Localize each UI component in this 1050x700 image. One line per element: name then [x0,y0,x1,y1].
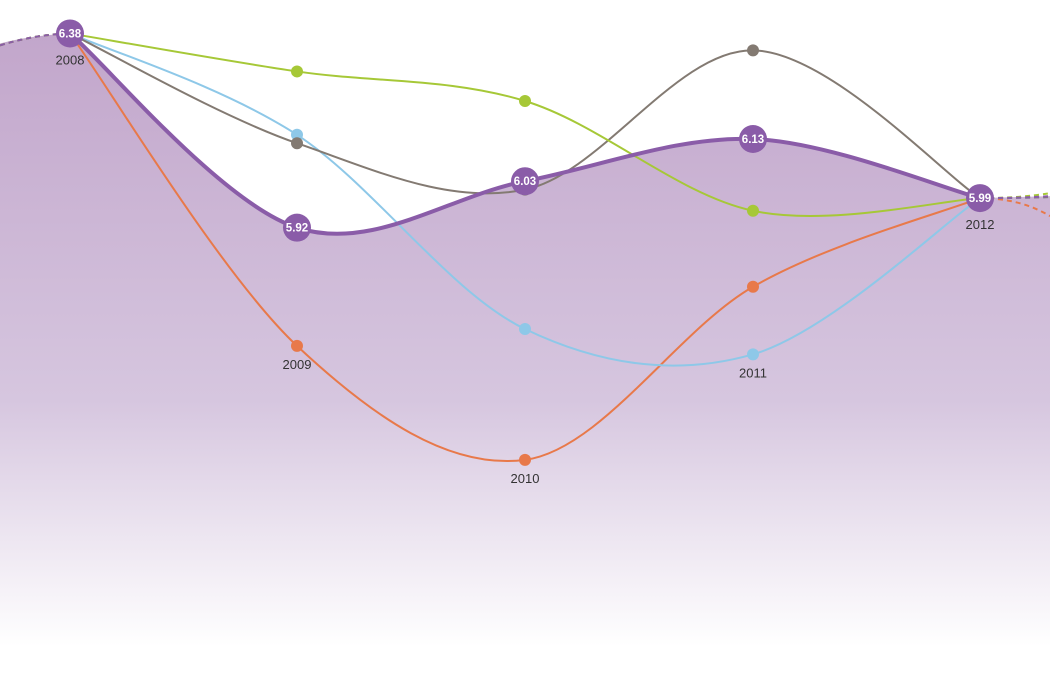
highlight-point [283,213,311,242]
value-label: 5.99 [969,193,991,205]
highlight-point [56,19,84,48]
data-point [291,128,303,141]
value-label: 6.03 [514,176,536,188]
series-line-lead-out [979,195,1050,200]
highlight-point [966,184,994,213]
x-tick-label: 2010 [511,471,540,486]
series-area [0,33,1050,700]
highlight-point [511,167,539,196]
data-point [291,65,303,78]
x-tick-label: 2011 [739,365,767,380]
data-point [747,204,759,217]
data-point [747,280,759,293]
value-label: 6.38 [59,28,82,40]
data-point [519,323,531,335]
data-point [519,453,531,466]
data-point [291,339,303,352]
value-label: 5.92 [286,223,308,235]
x-tick-label: 2009 [283,357,312,372]
highlight-point [739,125,767,153]
value-label: 6.13 [742,134,764,146]
points-layer [56,19,994,466]
data-point [747,348,759,361]
x-tick-label: 2012 [966,217,995,232]
series-line-lead-out [979,197,1050,217]
data-point [747,44,759,57]
series-line [69,32,981,462]
x-tick-label: 2008 [56,52,85,67]
area-layer [0,33,1050,700]
data-point [291,137,303,150]
data-point [519,95,531,107]
labels-layer: 6.38 5.92 6.03 6.13 5.99 2008 2009 2010 2011 2012 [56,28,995,485]
